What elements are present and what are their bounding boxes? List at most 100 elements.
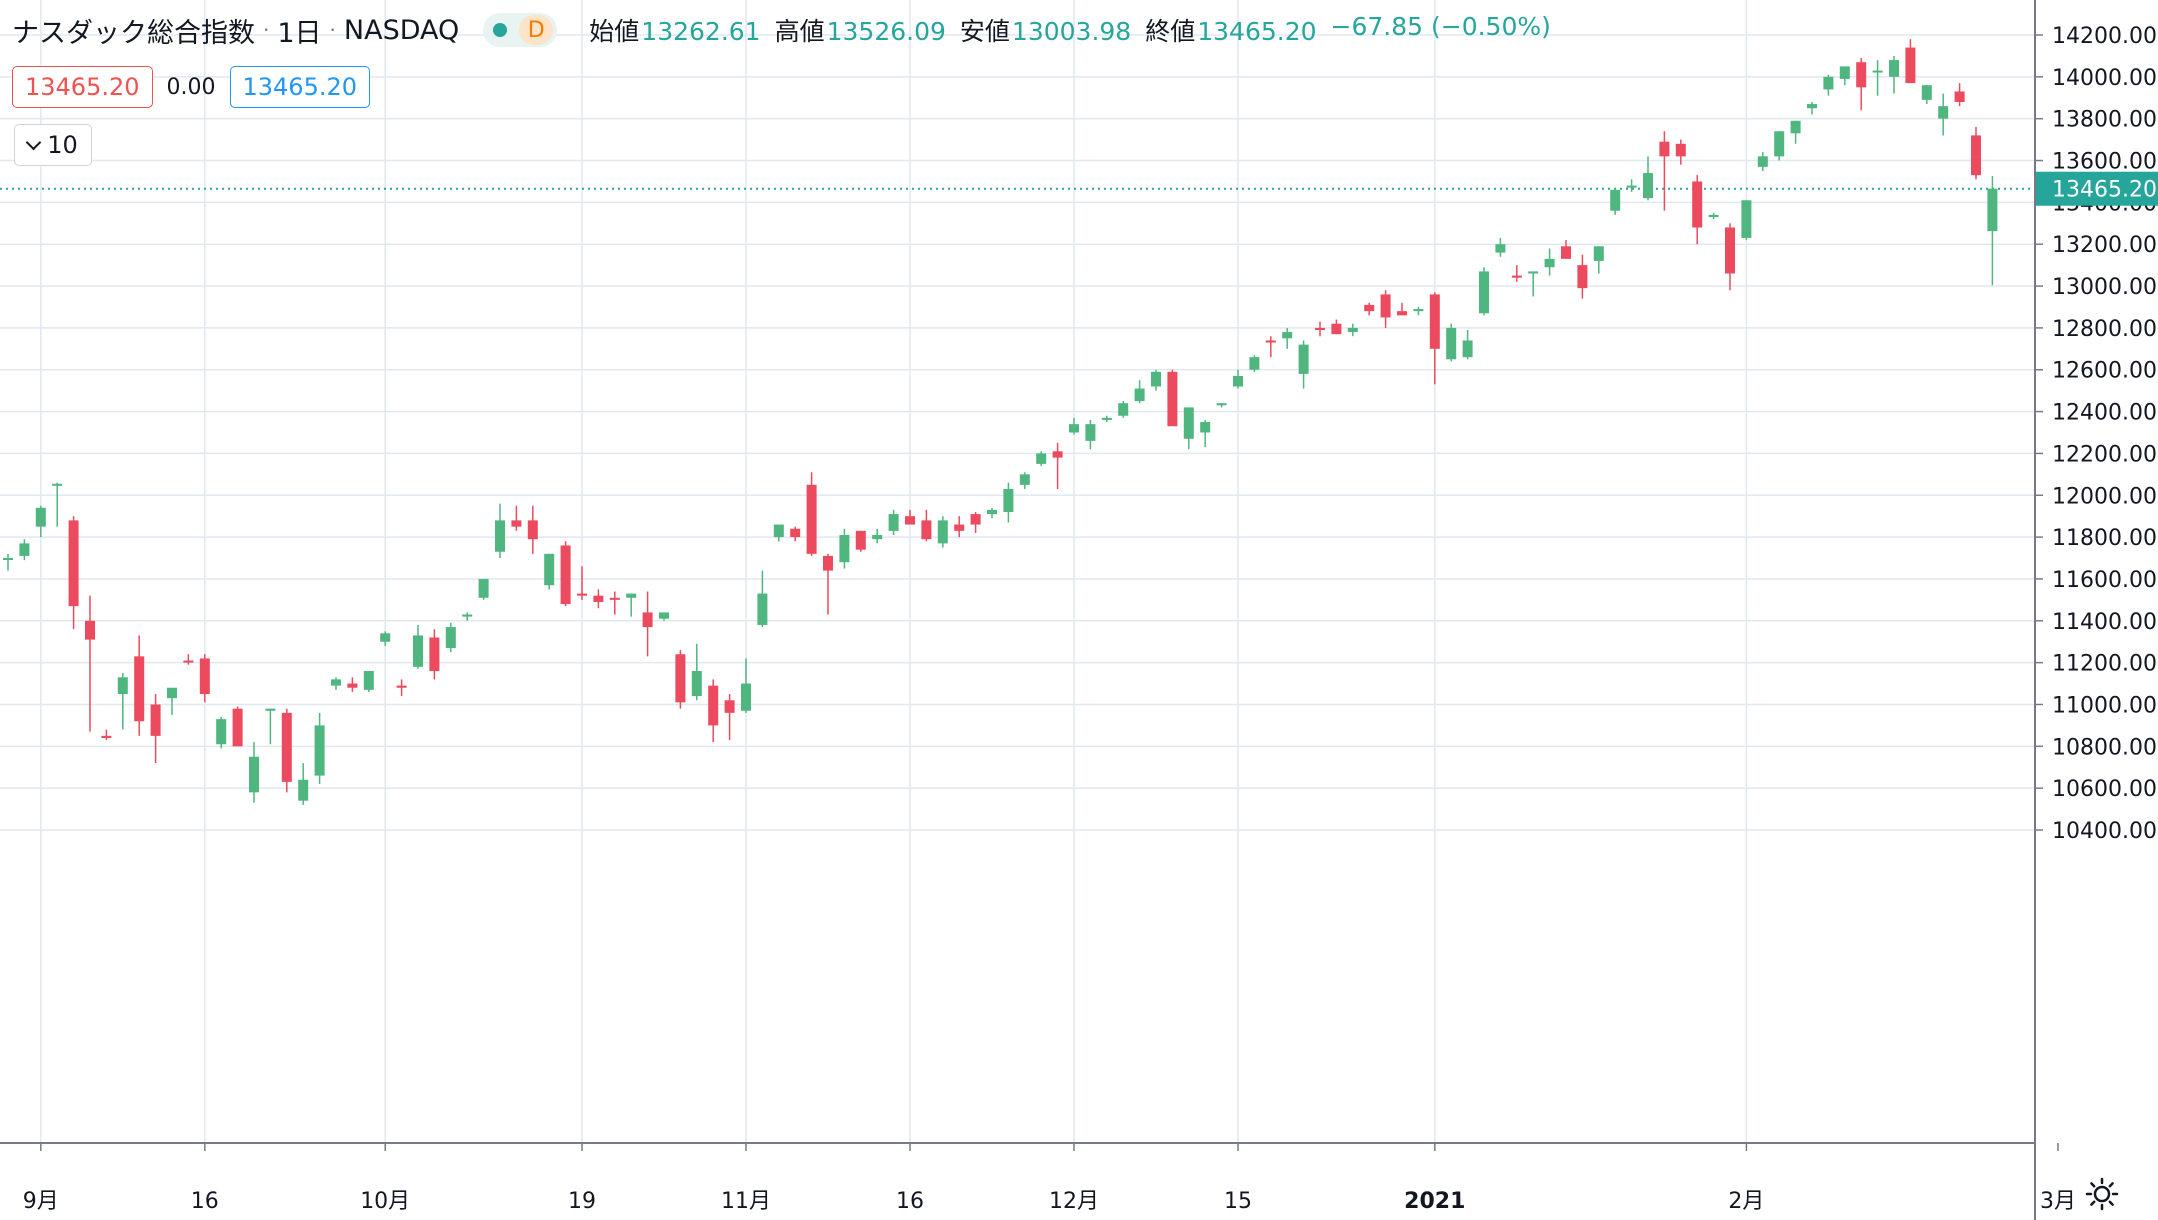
candle	[1036, 451, 1047, 466]
candle	[1675, 139, 1686, 165]
candle	[216, 717, 227, 749]
candle	[380, 631, 391, 646]
candle	[609, 591, 620, 615]
ohlc-close: 終値13465.20	[1145, 12, 1316, 48]
candle	[265, 708, 276, 745]
candle-body	[987, 509, 997, 515]
candle	[363, 671, 374, 692]
x-tick-label: 19	[568, 1189, 596, 1214]
candle	[1200, 419, 1211, 448]
open-label: 始値	[589, 17, 640, 46]
ohlc-high: 高値13526.09	[775, 12, 946, 48]
candle-body	[429, 637, 440, 671]
candle	[1725, 223, 1735, 291]
candle	[1003, 482, 1014, 523]
candle	[1528, 271, 1539, 297]
candle-body	[1823, 76, 1834, 90]
candle	[445, 622, 456, 653]
candle-body	[1495, 244, 1506, 253]
candle	[1987, 175, 1998, 286]
candle-body	[1905, 47, 1916, 84]
candle-body	[134, 656, 145, 722]
candle-body	[1872, 70, 1883, 73]
candle	[823, 553, 833, 615]
indicators-collapse-button[interactable]: 10	[14, 124, 92, 166]
grid-lines	[0, 0, 2059, 1142]
candle-body	[544, 553, 555, 586]
candle	[429, 629, 440, 680]
candle-body	[1807, 104, 1817, 109]
candle-body	[855, 530, 866, 550]
candle	[1610, 187, 1621, 215]
y-tick-label: 10800.00	[2052, 735, 2157, 760]
candle	[626, 593, 637, 617]
candle	[134, 635, 145, 736]
candle	[35, 505, 46, 538]
candle-body	[1052, 451, 1063, 458]
candle	[1413, 306, 1424, 316]
candle	[1233, 369, 1243, 389]
symbol-name[interactable]: ナスダック総合指数	[12, 17, 255, 49]
candle-body	[1954, 91, 1965, 102]
candle-body	[1462, 340, 1473, 358]
candle	[659, 612, 669, 621]
candle	[1282, 327, 1293, 349]
candle	[314, 712, 325, 784]
candle	[1544, 248, 1555, 276]
low-label: 安値	[959, 17, 1010, 46]
candle	[1971, 127, 1981, 180]
candle	[1708, 212, 1719, 220]
candle	[1249, 355, 1260, 372]
y-tick-label: 12600.00	[2052, 359, 2157, 384]
candle	[117, 673, 128, 730]
candle-body	[659, 612, 669, 619]
candle	[1151, 369, 1161, 391]
candle-body	[1036, 453, 1047, 464]
candle	[921, 509, 932, 542]
candle	[1380, 290, 1391, 328]
candle-body	[1019, 474, 1030, 485]
candle	[1905, 39, 1916, 84]
interval-label[interactable]: 1日	[277, 17, 322, 49]
candle-body	[216, 719, 227, 745]
candle-body	[708, 685, 719, 726]
candle-body	[1134, 388, 1145, 402]
x-tick-label: 11月	[721, 1189, 771, 1214]
candle	[1692, 175, 1703, 245]
spread-value: 0.00	[166, 74, 216, 100]
candle-body	[511, 520, 522, 527]
close-value: 13465.20	[1197, 17, 1317, 46]
candle-body	[413, 635, 423, 667]
candle	[708, 679, 719, 743]
low-value: 13003.98	[1011, 17, 1132, 46]
candle	[1134, 380, 1145, 404]
candle-body	[150, 704, 161, 736]
status-dot-icon	[493, 23, 508, 37]
ohlc-open: 始値13262.61	[589, 12, 760, 48]
candle-body	[757, 593, 768, 625]
candle-body	[1265, 340, 1276, 343]
market-status-badge[interactable]: D	[483, 13, 558, 47]
candle	[1790, 120, 1801, 144]
y-tick-label: 10400.00	[2052, 819, 2157, 844]
buy-price-button[interactable]: 13465.20	[229, 66, 371, 108]
candle-body	[1593, 246, 1604, 261]
candle	[1298, 340, 1309, 389]
sell-price-button[interactable]: 13465.20	[12, 66, 153, 108]
candle-body	[806, 484, 817, 554]
candle	[937, 516, 948, 548]
candle	[527, 505, 538, 554]
candle-body	[888, 514, 899, 531]
candle-body	[1528, 271, 1539, 274]
time-axis-background	[0, 1143, 2158, 1220]
candle-body	[1167, 371, 1178, 427]
candle	[150, 694, 161, 764]
candle-body	[741, 683, 751, 711]
ohlc-low: 安値13003.98	[960, 12, 1131, 48]
gear-icon[interactable]	[2084, 1176, 2120, 1212]
candle	[1183, 407, 1194, 450]
y-tick-label: 11600.00	[2052, 568, 2157, 593]
candle-body	[1298, 344, 1309, 374]
candle-body	[1315, 327, 1325, 330]
